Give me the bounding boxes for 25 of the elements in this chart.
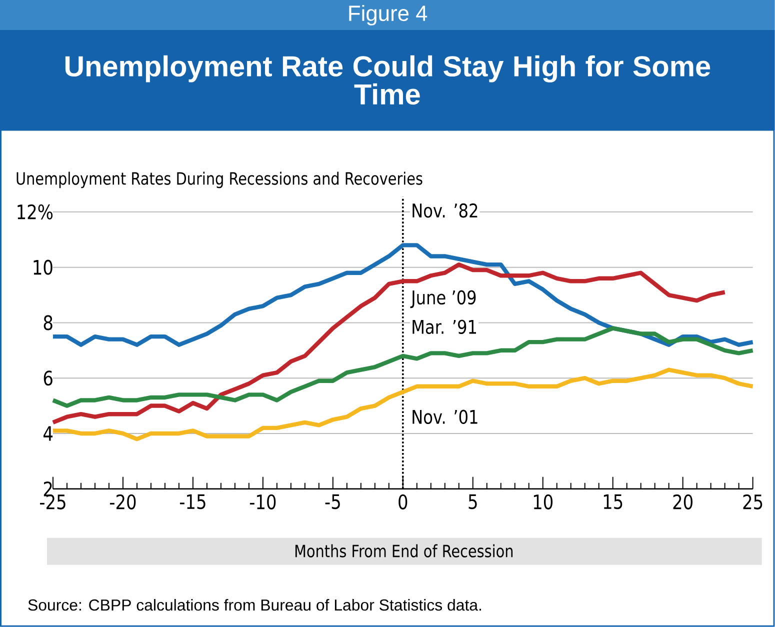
x-axis-title: Months From End of Recession <box>295 544 513 558</box>
y-tick-label: 10 <box>34 260 52 275</box>
x-tick-label: 0 <box>398 494 408 510</box>
series-label: Nov. ’01 <box>412 410 478 424</box>
series-label: Nov. ’82 <box>412 203 478 218</box>
x-tick-label: -5 <box>325 494 340 510</box>
y-tick-label: 6 <box>44 370 52 386</box>
series-label: June ’09 <box>410 290 476 308</box>
y-tick-label: 12% <box>18 204 53 220</box>
x-tick-label: -15 <box>180 494 206 510</box>
series-label: Mar. ’91 <box>412 320 476 334</box>
x-tick-label: 25 <box>743 494 762 510</box>
x-tick-label: -25 <box>40 494 66 510</box>
caption: Figure 4 <box>349 5 428 26</box>
x-tick-label: 5 <box>468 494 477 510</box>
x-tick-label: 20 <box>673 494 692 510</box>
chart-subtitle: Unemployment Rates During Recessions and Recoveries <box>16 172 422 188</box>
x-tick-label: 15 <box>604 494 622 510</box>
y-tick-label: 8 <box>44 315 52 330</box>
y-tick-label: 4 <box>44 426 53 441</box>
source-note: Source: CBPP calculations from Bureau of Labor Statistics data. <box>28 599 481 611</box>
x-tick-label: 10 <box>534 494 553 510</box>
x-tick-label: -10 <box>250 494 276 510</box>
x-tick-label: -20 <box>110 494 136 510</box>
chart-title: Unemployment Rate Could Stay High for Some Time <box>65 55 710 105</box>
